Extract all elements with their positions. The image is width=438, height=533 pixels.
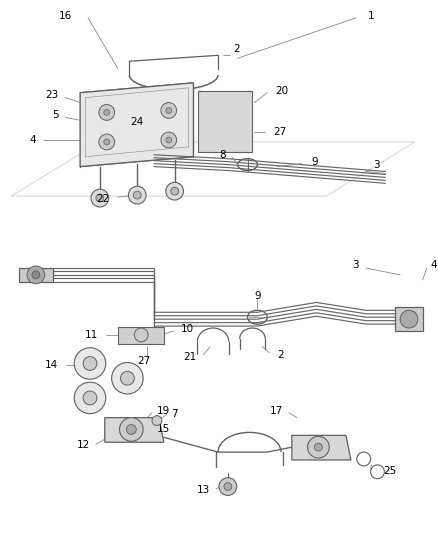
Text: 1: 1 bbox=[367, 11, 374, 21]
Text: 22: 22 bbox=[96, 194, 110, 204]
Circle shape bbox=[74, 348, 106, 379]
Circle shape bbox=[27, 266, 45, 284]
Text: 20: 20 bbox=[275, 86, 288, 96]
Circle shape bbox=[112, 362, 143, 394]
Circle shape bbox=[134, 328, 148, 342]
Polygon shape bbox=[80, 83, 193, 167]
Circle shape bbox=[224, 482, 232, 490]
Circle shape bbox=[161, 102, 177, 118]
Text: 19: 19 bbox=[157, 406, 170, 416]
Text: 27: 27 bbox=[138, 356, 151, 366]
Circle shape bbox=[74, 382, 106, 414]
Circle shape bbox=[104, 109, 110, 115]
Text: 4: 4 bbox=[29, 135, 36, 145]
Circle shape bbox=[171, 187, 179, 195]
Circle shape bbox=[314, 443, 322, 451]
Circle shape bbox=[32, 271, 40, 279]
Text: 3: 3 bbox=[352, 260, 359, 270]
Circle shape bbox=[104, 139, 110, 145]
Circle shape bbox=[120, 418, 143, 441]
Circle shape bbox=[166, 182, 184, 200]
Polygon shape bbox=[198, 91, 252, 152]
Circle shape bbox=[99, 104, 115, 120]
Circle shape bbox=[357, 452, 371, 466]
Circle shape bbox=[127, 424, 136, 434]
Circle shape bbox=[133, 191, 141, 199]
Text: 16: 16 bbox=[59, 11, 72, 21]
Circle shape bbox=[219, 478, 237, 495]
Circle shape bbox=[83, 391, 97, 405]
Polygon shape bbox=[117, 327, 164, 344]
Circle shape bbox=[128, 186, 146, 204]
Circle shape bbox=[166, 137, 172, 143]
Circle shape bbox=[99, 134, 115, 150]
Text: 10: 10 bbox=[180, 324, 194, 334]
Circle shape bbox=[166, 108, 172, 114]
Text: 9: 9 bbox=[254, 290, 261, 301]
Text: 4: 4 bbox=[431, 260, 437, 270]
Text: 11: 11 bbox=[85, 330, 98, 340]
Circle shape bbox=[161, 132, 177, 148]
Text: 9: 9 bbox=[311, 157, 318, 167]
Text: 24: 24 bbox=[131, 117, 144, 127]
Polygon shape bbox=[19, 268, 53, 282]
Text: 8: 8 bbox=[219, 150, 226, 160]
Text: 21: 21 bbox=[183, 352, 196, 361]
Circle shape bbox=[371, 465, 385, 479]
Text: 13: 13 bbox=[197, 484, 210, 495]
Text: 23: 23 bbox=[45, 90, 59, 100]
Text: 17: 17 bbox=[270, 406, 283, 416]
Text: 2: 2 bbox=[233, 44, 240, 54]
Text: 27: 27 bbox=[273, 127, 286, 137]
Circle shape bbox=[307, 437, 329, 458]
Polygon shape bbox=[395, 308, 423, 331]
Text: 2: 2 bbox=[277, 350, 284, 360]
Text: 7: 7 bbox=[171, 409, 177, 419]
Text: 15: 15 bbox=[157, 424, 170, 434]
Text: 14: 14 bbox=[45, 360, 59, 370]
Text: 3: 3 bbox=[374, 159, 380, 169]
Polygon shape bbox=[105, 418, 164, 442]
Circle shape bbox=[83, 357, 97, 370]
Circle shape bbox=[152, 416, 162, 425]
Polygon shape bbox=[292, 435, 351, 460]
Circle shape bbox=[91, 189, 109, 207]
Text: 5: 5 bbox=[52, 110, 59, 120]
Circle shape bbox=[96, 194, 104, 202]
Circle shape bbox=[120, 372, 134, 385]
Text: 25: 25 bbox=[383, 466, 397, 476]
Text: 12: 12 bbox=[77, 440, 90, 450]
Circle shape bbox=[400, 310, 418, 328]
